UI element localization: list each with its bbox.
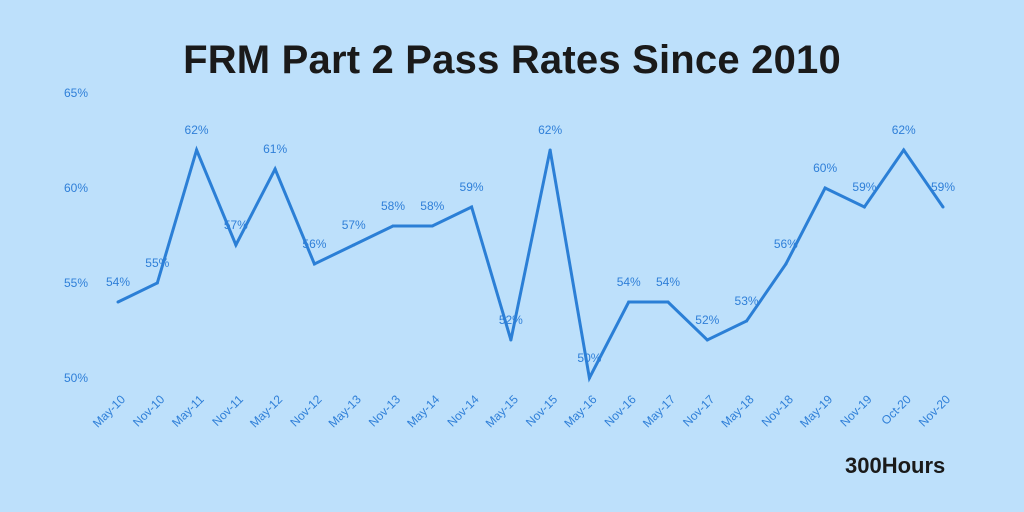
data-point xyxy=(784,262,788,266)
y-tick-label: 65% xyxy=(64,86,88,100)
data-label: 56% xyxy=(302,237,326,251)
x-tick-label: May-19 xyxy=(797,392,835,430)
x-tick-label: May-10 xyxy=(90,392,128,430)
data-label: 54% xyxy=(106,275,130,289)
data-label: 58% xyxy=(381,199,405,213)
x-tick-label: Nov-11 xyxy=(209,392,246,429)
data-point xyxy=(312,262,316,266)
y-axis: 50% 55% 60% 65% xyxy=(64,86,88,385)
data-label: 58% xyxy=(420,199,444,213)
x-tick-label: Nov-15 xyxy=(523,392,560,429)
data-point xyxy=(352,243,356,247)
data-label: 57% xyxy=(342,218,366,232)
data-point xyxy=(234,243,238,247)
x-tick-label: May-17 xyxy=(640,392,678,430)
data-point xyxy=(116,300,120,304)
x-tick-label: Nov-20 xyxy=(916,392,953,429)
x-tick-label: Nov-14 xyxy=(444,392,481,429)
data-point xyxy=(627,300,631,304)
data-label: 54% xyxy=(617,275,641,289)
data-point xyxy=(391,224,395,228)
series-line xyxy=(117,145,945,383)
data-label: 53% xyxy=(735,294,759,308)
data-point xyxy=(941,205,945,209)
x-tick-label: Nov-13 xyxy=(366,392,403,429)
data-point xyxy=(273,167,277,171)
data-label: 52% xyxy=(499,313,523,327)
data-labels: 54% 55% 62% 57% 61% 56% 57% 58% 58% 59% 52% 62% 50% 5… xyxy=(106,123,955,365)
data-point xyxy=(430,224,434,228)
x-tick-label: May-12 xyxy=(247,392,285,430)
data-label: 62% xyxy=(185,123,209,137)
data-label: 60% xyxy=(813,161,837,175)
data-label: 59% xyxy=(460,180,484,194)
data-label: 62% xyxy=(892,123,916,137)
data-label: 57% xyxy=(224,218,248,232)
x-tick-label: Oct-20 xyxy=(878,392,914,428)
x-tick-label: Nov-10 xyxy=(130,392,167,429)
x-tick-label: May-14 xyxy=(404,392,442,430)
data-point xyxy=(509,338,513,342)
data-point xyxy=(548,148,552,152)
y-tick-label: 55% xyxy=(64,276,88,290)
data-label: 62% xyxy=(538,123,562,137)
y-tick-label: 50% xyxy=(64,371,88,385)
x-tick-label: May-11 xyxy=(169,392,207,430)
data-point xyxy=(587,376,591,380)
x-tick-label: Nov-19 xyxy=(837,392,874,429)
x-tick-label: May-15 xyxy=(483,392,521,430)
data-label: 59% xyxy=(852,180,876,194)
data-label: 54% xyxy=(656,275,680,289)
x-tick-label: Nov-17 xyxy=(680,392,717,429)
x-tick-label: May-16 xyxy=(561,392,599,430)
x-tick-label: May-13 xyxy=(326,392,364,430)
data-point xyxy=(862,205,866,209)
data-label: 55% xyxy=(145,256,169,270)
x-axis: May-10 Nov-10 May-11 Nov-11 May-12 Nov-12 May-… xyxy=(90,392,953,430)
data-label: 59% xyxy=(931,180,955,194)
brand-logo-text: 300Hours xyxy=(845,453,946,478)
x-tick-label: Nov-18 xyxy=(759,392,796,429)
data-label: 50% xyxy=(577,351,601,365)
data-point xyxy=(705,338,709,342)
data-point xyxy=(470,205,474,209)
data-label: 56% xyxy=(774,237,798,251)
data-point xyxy=(823,186,827,190)
data-label: 61% xyxy=(263,142,287,156)
chart-title: FRM Part 2 Pass Rates Since 2010 xyxy=(183,38,841,82)
x-tick-label: Nov-16 xyxy=(602,392,639,429)
x-tick-label: May-18 xyxy=(718,392,756,430)
y-tick-label: 60% xyxy=(64,181,88,195)
data-point xyxy=(666,300,670,304)
x-tick-label: Nov-12 xyxy=(287,392,324,429)
data-point xyxy=(195,148,199,152)
data-point xyxy=(902,148,906,152)
data-point xyxy=(745,319,749,323)
data-point xyxy=(155,281,159,285)
data-label: 52% xyxy=(695,313,719,327)
series-pass-rate xyxy=(116,145,945,383)
